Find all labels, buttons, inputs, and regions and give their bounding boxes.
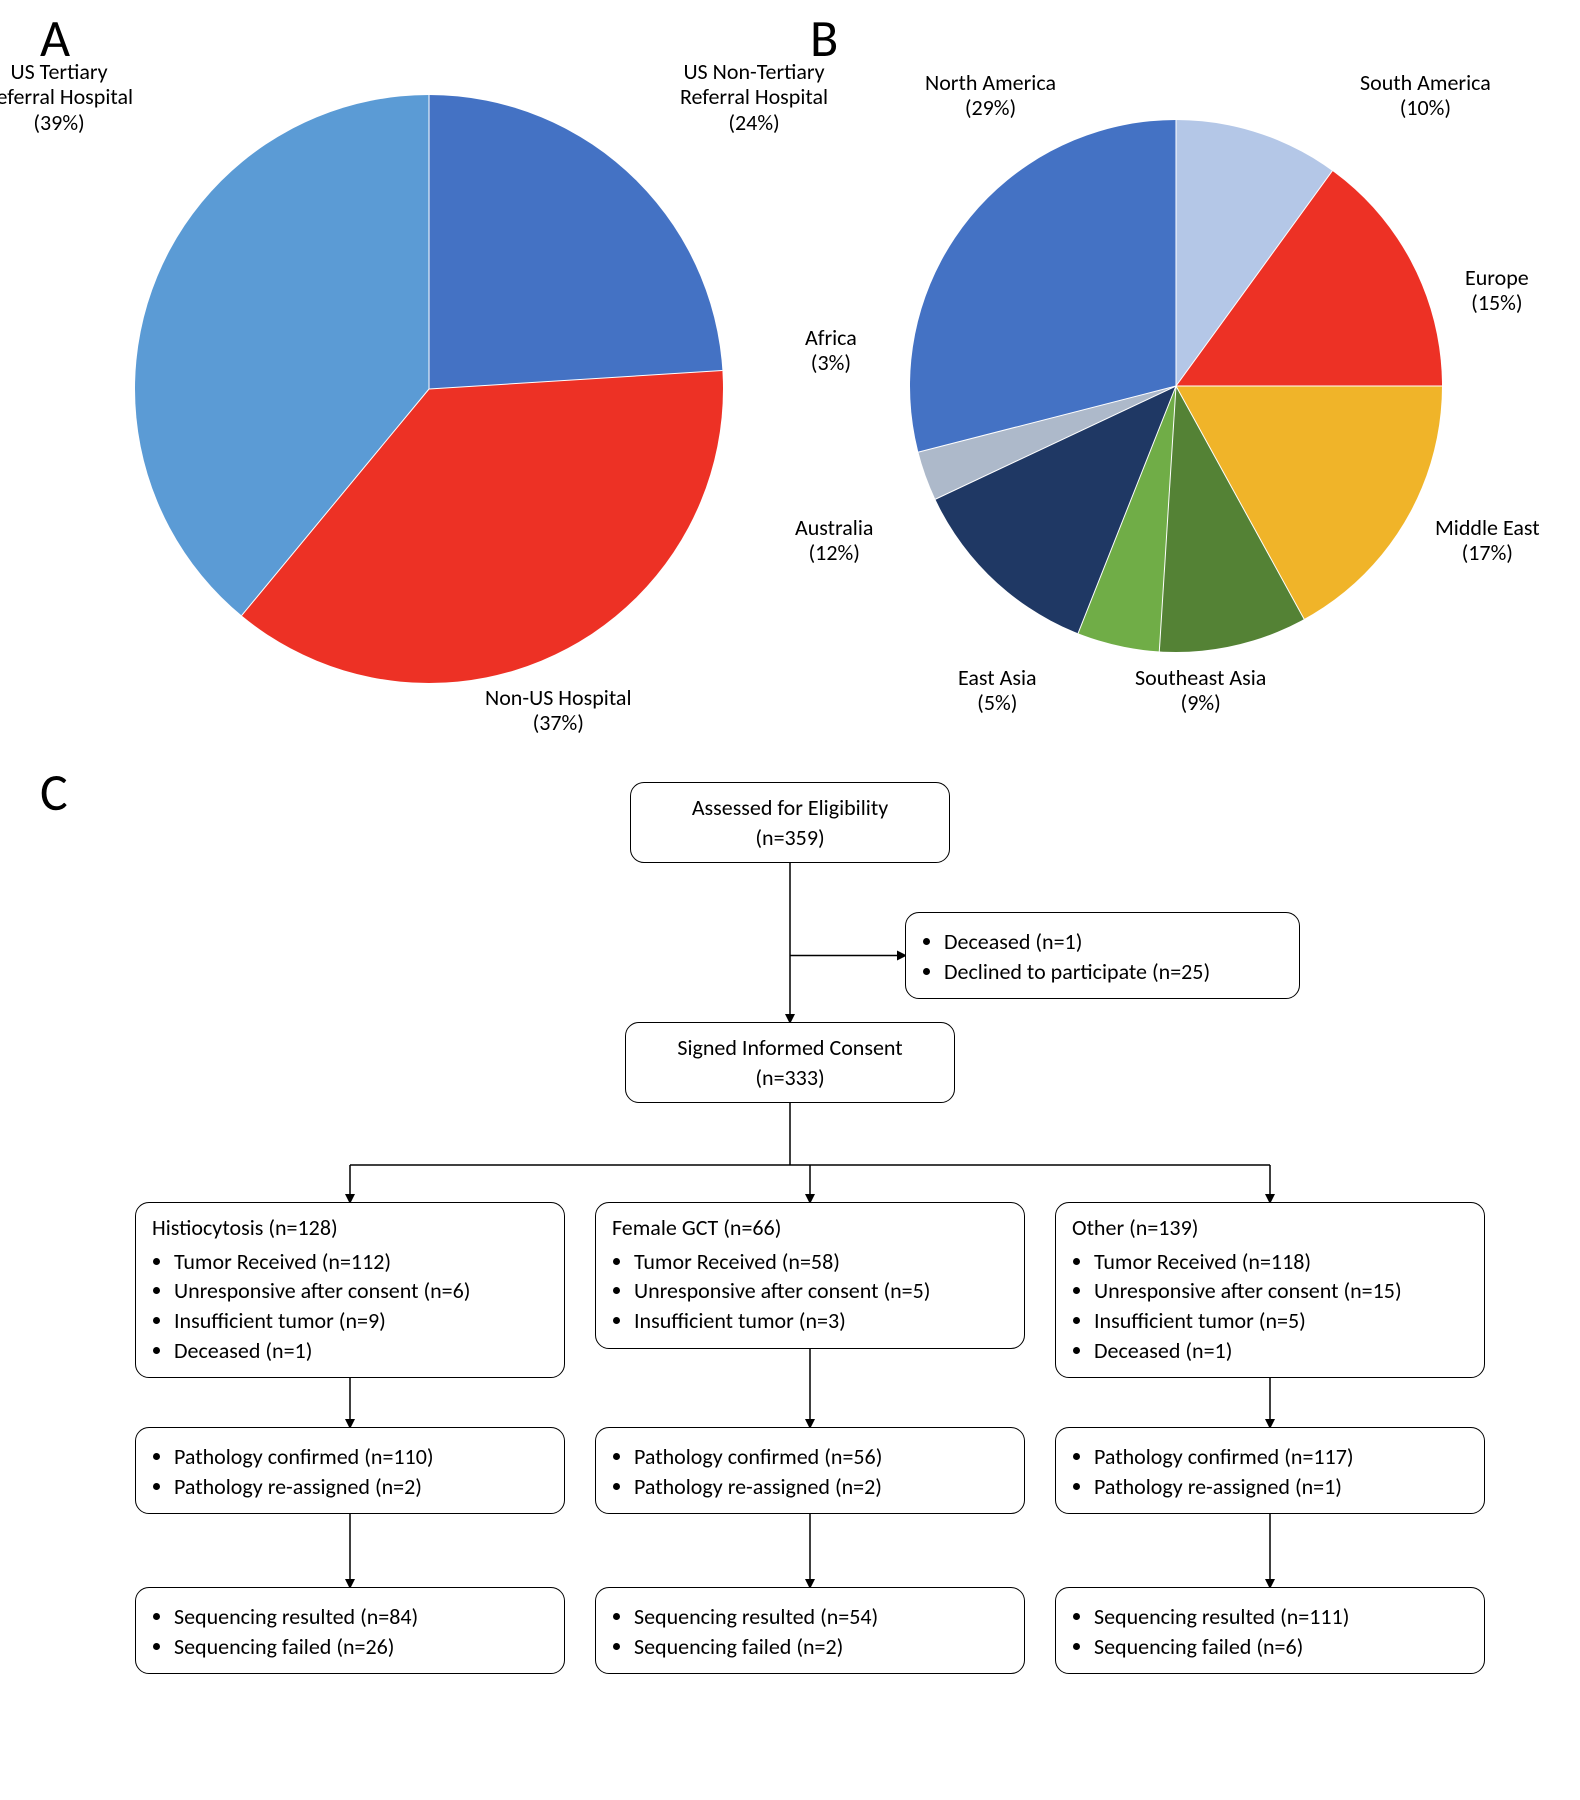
enroll-0-list: Tumor Received (n=112)Unresponsive after… <box>152 1247 548 1366</box>
path-1-item-0: Pathology confirmed (n=56) <box>634 1442 1008 1472</box>
pie-b-label-6: Africa (3%) <box>805 325 857 376</box>
enroll-2-list: Tumor Received (n=118)Unresponsive after… <box>1072 1247 1468 1366</box>
pie-a-separators <box>135 95 723 683</box>
pie-b-label-3: Southeast Asia (9%) <box>1135 665 1266 716</box>
enroll-0-item-1: Unresponsive after consent (n=6) <box>174 1276 548 1306</box>
path-0-list: Pathology confirmed (n=110)Pathology re-… <box>152 1442 548 1501</box>
enroll-title-0: Histiocytosis (n=128) <box>152 1213 548 1243</box>
pie-b-label-0: South America (10%) <box>1360 70 1491 121</box>
node-enroll-1: Female GCT (n=66) Tumor Received (n=58)Un… <box>595 1202 1025 1349</box>
enroll-1-list: Tumor Received (n=58)Unresponsive after … <box>612 1247 1008 1336</box>
enroll-2-item-1: Unresponsive after consent (n=15) <box>1094 1276 1468 1306</box>
enroll-1-item-1: Unresponsive after consent (n=5) <box>634 1276 1008 1306</box>
pie-b-label-1: Europe (15%) <box>1465 265 1529 316</box>
seq-1-item-0: Sequencing resulted (n=54) <box>634 1602 1008 1632</box>
path-0-item-0: Pathology confirmed (n=110) <box>174 1442 548 1472</box>
pie-b-label-2: Middle East (17%) <box>1435 515 1540 566</box>
path-2-item-0: Pathology confirmed (n=117) <box>1094 1442 1468 1472</box>
seq-2-list: Sequencing resulted (n=111)Sequencing fa… <box>1072 1602 1468 1661</box>
path-2-item-1: Pathology re-assigned (n=1) <box>1094 1472 1468 1502</box>
node-eligibility: Assessed for Eligibility(n=359) <box>630 782 950 863</box>
pie-a-label-1: Non-US Hospital (37%) <box>485 685 632 736</box>
excluded-item-0: Deceased (n=1) <box>944 927 1283 957</box>
pie-b-separators <box>910 120 1442 652</box>
excluded-item-1: Declined to participate (n=25) <box>944 957 1283 987</box>
seq-2-item-0: Sequencing resulted (n=111) <box>1094 1602 1468 1632</box>
path-0-item-1: Pathology re-assigned (n=2) <box>174 1472 548 1502</box>
enroll-1-item-0: Tumor Received (n=58) <box>634 1247 1008 1277</box>
excluded-list: Deceased (n=1)Declined to participate (n… <box>922 927 1283 986</box>
seq-0-list: Sequencing resulted (n=84)Sequencing fai… <box>152 1602 548 1661</box>
node-seq-1: Sequencing resulted (n=54)Sequencing fai… <box>595 1587 1025 1674</box>
node-path-2: Pathology confirmed (n=117)Pathology re-… <box>1055 1427 1485 1514</box>
pie-b-label-5: Australia (12%) <box>795 515 873 566</box>
node-seq-0: Sequencing resulted (n=84)Sequencing fai… <box>135 1587 565 1674</box>
path-1-list: Pathology confirmed (n=56)Pathology re-a… <box>612 1442 1008 1501</box>
pie-a-label-0: US Non-Tertiary Referral Hospital (24%) <box>680 59 828 135</box>
flowchart: Assessed for Eligibility(n=359) Deceased … <box>0 770 1580 1790</box>
enroll-2-item-3: Deceased (n=1) <box>1094 1336 1468 1366</box>
enroll-2-item-2: Insufficient tumor (n=5) <box>1094 1306 1468 1336</box>
node-path-1: Pathology confirmed (n=56)Pathology re-a… <box>595 1427 1025 1514</box>
eligibility-title: Assessed for Eligibility <box>647 793 933 823</box>
seq-1-list: Sequencing resulted (n=54)Sequencing fai… <box>612 1602 1008 1661</box>
enroll-title-2: Other (n=139) <box>1072 1213 1468 1243</box>
enroll-0-item-0: Tumor Received (n=112) <box>174 1247 548 1277</box>
eligibility-n: (n=359) <box>647 823 933 853</box>
seq-0-item-1: Sequencing failed (n=26) <box>174 1632 548 1662</box>
pie-b-label-4: East Asia (5%) <box>958 665 1037 716</box>
node-enroll-2: Other (n=139) Tumor Received (n=118)Unres… <box>1055 1202 1485 1378</box>
pie-chart-a: US Non-Tertiary Referral Hospital (24%)N… <box>135 95 723 683</box>
path-2-list: Pathology confirmed (n=117)Pathology re-… <box>1072 1442 1468 1501</box>
node-enroll-0: Histiocytosis (n=128) Tumor Received (n=1… <box>135 1202 565 1378</box>
node-consent: Signed Informed Consent(n=333) <box>625 1022 955 1103</box>
pie-chart-b: South America (10%)Europe (15%)Middle Ea… <box>910 120 1442 652</box>
enroll-title-1: Female GCT (n=66) <box>612 1213 1008 1243</box>
enroll-2-item-0: Tumor Received (n=118) <box>1094 1247 1468 1277</box>
enroll-0-item-2: Insufficient tumor (n=9) <box>174 1306 548 1336</box>
pie-b-label-7: North America (29%) <box>925 70 1056 121</box>
pie-a-label-2: US Tertiary Referral Hospital (39%) <box>0 59 133 135</box>
path-1-item-1: Pathology re-assigned (n=2) <box>634 1472 1008 1502</box>
enroll-0-item-3: Deceased (n=1) <box>174 1336 548 1366</box>
consent-title: Signed Informed Consent <box>642 1033 938 1063</box>
seq-2-item-1: Sequencing failed (n=6) <box>1094 1632 1468 1662</box>
seq-0-item-0: Sequencing resulted (n=84) <box>174 1602 548 1632</box>
node-path-0: Pathology confirmed (n=110)Pathology re-… <box>135 1427 565 1514</box>
seq-1-item-1: Sequencing failed (n=2) <box>634 1632 1008 1662</box>
node-excluded: Deceased (n=1)Declined to participate (n… <box>905 912 1300 999</box>
enroll-1-item-2: Insufficient tumor (n=3) <box>634 1306 1008 1336</box>
consent-n: (n=333) <box>642 1063 938 1093</box>
node-seq-2: Sequencing resulted (n=111)Sequencing fa… <box>1055 1587 1485 1674</box>
